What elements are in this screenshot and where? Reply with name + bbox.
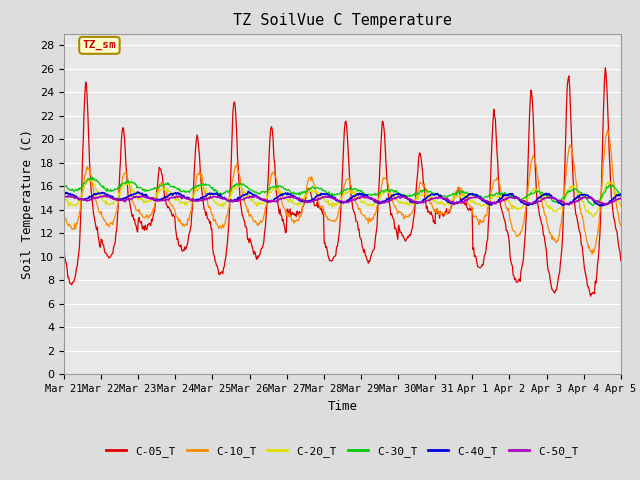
Line: C-40_T: C-40_T [64,191,621,206]
C-20_T [589,214,596,220]
C-10_T [127,192,135,198]
C-05_T [587,293,595,299]
C-20_T [214,203,222,208]
C-40_T [596,203,604,209]
X-axis label: Time: Time [328,400,357,413]
C-50_T [60,193,68,199]
C-30_T [89,174,97,180]
Line: C-20_T: C-20_T [64,180,621,217]
C-05_T [127,210,135,216]
C-40_T [411,200,419,205]
C-05_T [60,247,68,253]
C-40_T [617,191,625,197]
C-30_T [411,191,419,196]
Y-axis label: Soil Temperature (C): Soil Temperature (C) [22,129,35,279]
C-40_T [428,192,435,197]
C-10_T [184,216,192,222]
C-05_T [410,213,418,219]
C-40_T [70,192,78,198]
C-30_T [617,193,625,199]
C-10_T [426,201,434,207]
Title: TZ SoilVue C Temperature: TZ SoilVue C Temperature [233,13,452,28]
C-30_T [214,191,222,196]
C-40_T [244,188,252,194]
C-05_T [70,278,78,284]
C-50_T [602,202,609,208]
Legend: C-05_T, C-10_T, C-20_T, C-30_T, C-40_T, C-50_T: C-05_T, C-10_T, C-20_T, C-30_T, C-40_T, … [102,441,583,461]
C-50_T [100,192,108,198]
C-20_T [428,193,435,199]
C-30_T [128,180,136,185]
C-30_T [589,203,596,208]
Line: C-05_T: C-05_T [64,68,621,296]
C-50_T [428,197,435,203]
C-30_T [428,189,435,195]
C-10_T [604,127,611,132]
C-50_T [411,199,419,204]
Line: C-50_T: C-50_T [64,195,621,205]
C-50_T [128,196,136,202]
C-05_T [617,258,625,264]
C-40_T [184,196,192,202]
C-50_T [617,195,625,201]
C-05_T [602,65,609,71]
C-40_T [214,191,221,197]
C-20_T [70,202,78,207]
C-30_T [60,182,68,188]
C-10_T [588,252,596,257]
C-10_T [410,203,418,209]
Line: C-30_T: C-30_T [64,177,621,205]
C-20_T [617,204,625,210]
C-10_T [70,227,78,232]
C-20_T [128,188,136,194]
C-40_T [60,191,68,196]
C-20_T [411,197,419,203]
C-05_T [214,263,221,269]
C-20_T [60,194,68,200]
C-10_T [214,222,221,228]
C-30_T [70,189,78,194]
C-50_T [70,195,78,201]
Line: C-10_T: C-10_T [64,130,621,254]
Text: TZ_sm: TZ_sm [83,40,116,50]
C-20_T [185,199,193,205]
C-50_T [214,193,222,199]
C-05_T [426,212,434,217]
C-20_T [85,177,93,183]
C-30_T [185,189,193,194]
C-10_T [617,223,625,228]
C-40_T [127,192,135,198]
C-10_T [60,213,68,219]
C-50_T [185,195,193,201]
C-05_T [184,240,192,245]
